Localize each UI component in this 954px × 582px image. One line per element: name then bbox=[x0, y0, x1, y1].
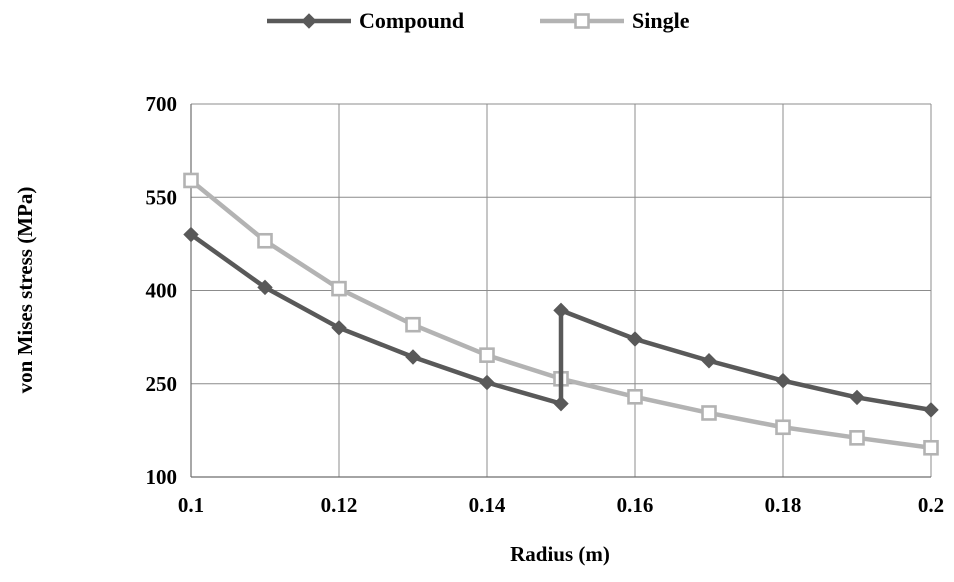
y-tick-label: 550 bbox=[146, 185, 178, 209]
data-point-single bbox=[925, 441, 938, 454]
x-tick-label: 0.12 bbox=[321, 493, 358, 517]
x-tick-label: 0.1 bbox=[178, 493, 204, 517]
data-point-compound bbox=[776, 374, 790, 388]
x-tick-label: 0.16 bbox=[617, 493, 654, 517]
legend: Compound Single bbox=[267, 8, 690, 33]
data-point-single bbox=[259, 234, 272, 247]
legend-marker-single bbox=[576, 15, 589, 28]
y-tick-label: 700 bbox=[146, 92, 178, 116]
data-point-single bbox=[629, 390, 642, 403]
data-point-single bbox=[777, 421, 790, 434]
data-point-compound bbox=[628, 332, 642, 346]
legend-label-single: Single bbox=[632, 8, 690, 33]
x-tick-label: 0.18 bbox=[765, 493, 802, 517]
data-point-compound bbox=[480, 376, 494, 390]
data-point-compound bbox=[554, 303, 568, 317]
series-layer bbox=[184, 174, 938, 454]
data-point-single bbox=[481, 349, 494, 362]
data-point-compound bbox=[554, 397, 568, 411]
axes: 100 250 400 550 700 0.1 0.12 0.14 0.16 0.18 0.2 bbox=[146, 92, 945, 517]
x-tick-label: 0.2 bbox=[918, 493, 944, 517]
x-tick-label: 0.14 bbox=[469, 493, 506, 517]
data-point-compound bbox=[924, 403, 938, 417]
data-point-single bbox=[333, 282, 346, 295]
data-point-compound bbox=[406, 350, 420, 364]
legend-item-compound: Compound bbox=[267, 8, 464, 33]
data-point-single bbox=[703, 406, 716, 419]
x-axis-title: Radius (m) bbox=[510, 542, 610, 566]
legend-item-single: Single bbox=[540, 8, 690, 33]
series-compound bbox=[184, 228, 938, 417]
data-point-compound bbox=[702, 354, 716, 368]
data-point-single bbox=[185, 174, 198, 187]
gridlines bbox=[191, 104, 931, 477]
legend-label-compound: Compound bbox=[359, 8, 464, 33]
data-point-single bbox=[407, 318, 420, 331]
y-tick-label: 400 bbox=[146, 279, 178, 303]
legend-marker-compound bbox=[302, 14, 316, 28]
y-axis-title: von Mises stress (MPa) bbox=[13, 187, 37, 394]
data-point-compound bbox=[850, 390, 864, 404]
y-tick-label: 250 bbox=[146, 372, 178, 396]
y-tick-label: 100 bbox=[146, 465, 178, 489]
data-point-single bbox=[851, 431, 864, 444]
